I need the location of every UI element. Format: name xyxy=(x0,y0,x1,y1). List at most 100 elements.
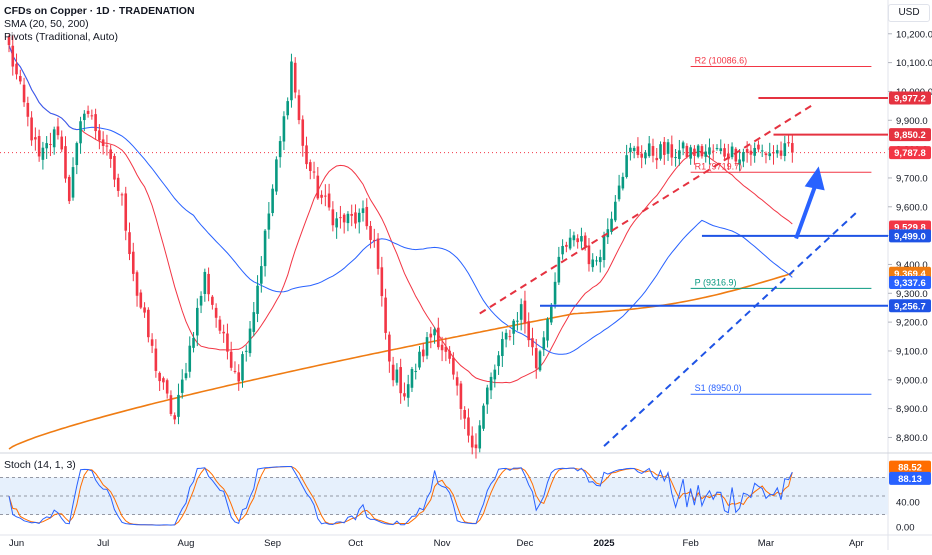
candle-body xyxy=(169,395,173,414)
x-tick-label: Apr xyxy=(849,538,864,549)
candle-body xyxy=(681,142,685,149)
candle-body xyxy=(109,149,112,159)
sma50-line xyxy=(8,44,793,355)
candle-body xyxy=(719,148,723,152)
candle-body xyxy=(150,339,154,346)
pivot-label: R1 (9719.7) xyxy=(695,161,743,171)
candle-body xyxy=(403,393,406,397)
candle-body xyxy=(49,144,52,146)
candle-body xyxy=(207,273,210,295)
candle-body xyxy=(346,213,350,224)
candle-body xyxy=(113,155,116,180)
candle-body xyxy=(489,376,493,391)
candle-body xyxy=(482,405,485,429)
stoch-k-line xyxy=(8,466,793,526)
candle-body xyxy=(83,113,86,121)
candle-body xyxy=(674,157,677,159)
candle-body xyxy=(595,260,598,262)
candle-body xyxy=(342,214,346,223)
candle-body xyxy=(531,338,534,348)
candle-body xyxy=(452,357,455,375)
candle-body xyxy=(527,321,531,341)
candle-body xyxy=(339,217,342,219)
candle-body xyxy=(391,364,395,381)
candle-body xyxy=(301,119,305,146)
candle-body xyxy=(606,229,610,238)
candle-body xyxy=(757,144,760,150)
candle-body xyxy=(199,295,203,306)
price-axis-badge-label: 9,850.2 xyxy=(894,130,926,141)
candle-body xyxy=(241,354,244,381)
candle-body xyxy=(335,218,338,228)
candle-body xyxy=(734,148,738,162)
price-axis-badge xyxy=(889,299,931,313)
candle-body xyxy=(278,141,282,158)
currency-label[interactable]: USD xyxy=(888,4,930,22)
candle-body xyxy=(772,152,775,154)
candle-body xyxy=(380,267,384,297)
stoch-axis-badge xyxy=(889,471,931,485)
stoch-legend-label[interactable]: Stoch (14, 1, 3) xyxy=(4,459,76,471)
candle-body xyxy=(286,101,289,116)
candle-body xyxy=(470,435,474,448)
candle-body xyxy=(501,339,504,357)
candle-body xyxy=(256,285,259,314)
candle-body xyxy=(45,143,48,149)
candle-body xyxy=(538,351,542,371)
x-tick-label: 2025 xyxy=(593,538,615,549)
candle-body xyxy=(101,139,105,147)
candle-body xyxy=(659,144,662,159)
candle-body xyxy=(448,350,451,359)
candle-body xyxy=(275,159,278,192)
candle-body xyxy=(610,218,613,233)
candle-body xyxy=(745,149,749,153)
symbol-title[interactable]: CFDs on Copper · 1D · TRADENATION xyxy=(4,5,195,17)
candle-body xyxy=(229,351,233,368)
candle-body xyxy=(478,425,482,449)
candle-body xyxy=(357,212,361,223)
candle-body xyxy=(26,102,30,117)
x-tick-label: Mar xyxy=(758,538,774,549)
candle-body xyxy=(629,147,632,153)
candle-body xyxy=(290,61,293,101)
candle-body xyxy=(248,328,252,354)
candle-body xyxy=(120,194,124,196)
candle-body xyxy=(263,230,267,267)
candle-body xyxy=(365,206,369,227)
candle-body xyxy=(131,251,135,274)
stoch-y-tick-label: 0.00 xyxy=(896,523,915,534)
candle-body xyxy=(147,309,150,338)
candle-body xyxy=(308,162,312,171)
candle-body xyxy=(779,150,783,156)
candle-body xyxy=(327,193,331,208)
candle-body xyxy=(598,257,602,263)
sma-legend[interactable]: SMA (20, 50, 200) xyxy=(4,18,89,30)
candle-body xyxy=(260,266,263,284)
candle-body xyxy=(79,121,82,144)
candle-body xyxy=(749,150,753,155)
candle-body xyxy=(711,150,715,152)
candle-body xyxy=(71,167,75,198)
candle-body xyxy=(670,144,674,158)
candle-body xyxy=(34,137,37,140)
candle-body xyxy=(625,155,628,178)
candle-body xyxy=(459,383,463,409)
candle-body xyxy=(361,208,365,213)
y-tick-label: 10,100.0 xyxy=(896,58,932,69)
pivots-legend[interactable]: Pivots (Traditional, Auto) xyxy=(4,31,118,43)
price-axis-badge-label: 9,787.8 xyxy=(894,148,926,159)
candle-body xyxy=(154,348,158,371)
candle-body xyxy=(222,331,225,334)
x-tick-label: Nov xyxy=(434,538,451,549)
candle-body xyxy=(463,409,466,419)
candle-body xyxy=(320,194,323,198)
candle-body xyxy=(425,337,429,356)
candle-body xyxy=(399,367,402,394)
candle-body xyxy=(7,36,11,46)
y-tick-label: 9,200.0 xyxy=(896,318,928,329)
candle-body xyxy=(226,333,229,352)
x-tick-label: Jul xyxy=(97,538,109,549)
stoch-axis-badge-label: 88.13 xyxy=(898,474,922,485)
